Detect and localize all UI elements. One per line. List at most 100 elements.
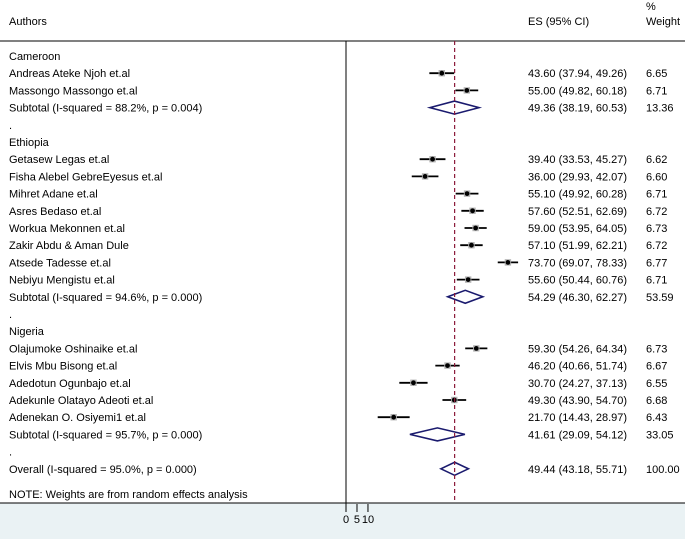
- row-study: Massongo Massongo et.al 55.00 (49.82, 60.…: [9, 85, 667, 97]
- weight-text: 6.73: [646, 343, 667, 355]
- weight-text: 6.71: [646, 275, 667, 287]
- study-label: Elvis Mbu Bisong et.al: [9, 361, 117, 373]
- column-header-weight: Weight: [646, 16, 680, 28]
- study-label: Mihret Adane et.al: [9, 189, 98, 201]
- row-dot: .: [9, 447, 12, 459]
- row-study: Fisha Alebel GebreEyesus et.al 36.00 (29.…: [9, 171, 667, 183]
- effect-size-text: 30.70 (24.27, 37.13): [528, 378, 627, 390]
- study-label: Adenekan O. Osiyemi1 et.al: [9, 412, 146, 424]
- weights-note: NOTE: Weights are from random effects an…: [9, 489, 248, 501]
- weight-text: 6.62: [646, 154, 667, 166]
- effect-size-text: 36.00 (29.93, 42.07): [528, 171, 627, 183]
- study-label: Getasew Legas et.al: [9, 154, 109, 166]
- column-header-authors: Authors: [9, 16, 47, 28]
- row-group: Ethiopia: [9, 137, 50, 149]
- effect-size-text: 49.30 (43.90, 54.70): [528, 395, 627, 407]
- row-study: Adekunle Olatayo Adeoti et.al 49.30 (43.9…: [9, 395, 667, 407]
- point-estimate: [464, 191, 470, 197]
- effect-size-text: 55.60 (50.44, 60.76): [528, 275, 627, 287]
- row-study: Adenekan O. Osiyemi1 et.al 21.70 (14.43, …: [9, 412, 667, 424]
- point-estimate: [411, 380, 416, 386]
- row-study: Getasew Legas et.al 39.40 (33.53, 45.27) 6…: [9, 154, 667, 166]
- effect-size-text: 55.00 (49.82, 60.18): [528, 85, 627, 97]
- effect-size-text: 49.36 (38.19, 60.53): [528, 103, 627, 115]
- study-label: Olajumoke Oshinaike et.al: [9, 343, 137, 355]
- effect-size-text: 46.20 (40.66, 51.74): [528, 361, 627, 373]
- effect-size-text: 39.40 (33.53, 45.27): [528, 154, 627, 166]
- column-header-weight-percent: %: [646, 1, 656, 13]
- subtotal-label: Subtotal (I-squared = 94.6%, p = 0.000): [9, 292, 202, 304]
- weight-text: 13.36: [646, 103, 674, 115]
- row-dot: .: [9, 309, 12, 321]
- column-header-es: ES (95% CI): [528, 16, 589, 28]
- study-label: Andreas Ateke Njoh et.al: [9, 68, 130, 80]
- row-subtotal: Subtotal (I-squared = 88.2%, p = 0.004) 4…: [9, 100, 674, 115]
- effect-size-text: 41.61 (29.09, 54.12): [528, 429, 627, 441]
- point-estimate: [439, 70, 445, 76]
- row-study: Elvis Mbu Bisong et.al 46.20 (40.66, 51.7…: [9, 361, 667, 373]
- point-estimate: [464, 88, 470, 93]
- x-tick-label-0: 0: [343, 514, 349, 526]
- effect-size-text: 49.44 (43.18, 55.71): [528, 464, 627, 476]
- point-estimate: [473, 346, 479, 351]
- subtotal-diamond: [426, 100, 483, 115]
- subtotal-label: Subtotal (I-squared = 88.2%, p = 0.004): [9, 103, 202, 115]
- effect-size-text: 43.60 (37.94, 49.26): [528, 68, 627, 80]
- row-study: Workua Mekonnen et.al 59.00 (53.95, 64.05…: [9, 223, 667, 235]
- row-study: Atsede Tadesse et.al 73.70 (69.07, 78.33)…: [9, 257, 667, 269]
- dot-label: .: [9, 309, 12, 321]
- x-tick-label-2: 10: [362, 514, 374, 526]
- study-label: Zakir Abdu & Aman Dule: [9, 240, 129, 252]
- weight-text: 6.43: [646, 412, 667, 424]
- point-estimate: [422, 174, 428, 179]
- row-study: Zakir Abdu & Aman Dule 57.10 (51.99, 62.2…: [9, 240, 667, 252]
- weight-text: 6.60: [646, 171, 667, 183]
- subtotal-label: Subtotal (I-squared = 95.7%, p = 0.000): [9, 429, 202, 441]
- effect-size-text: 21.70 (14.43, 28.97): [528, 412, 627, 424]
- dot-label: .: [9, 120, 12, 132]
- study-label: Asres Bedaso et.al: [9, 206, 101, 218]
- subtotal-diamond: [445, 289, 486, 305]
- weight-text: 6.71: [646, 85, 667, 97]
- effect-size-text: 59.00 (53.95, 64.05): [528, 223, 627, 235]
- row-group: Cameroon: [9, 51, 60, 63]
- study-label: Adekunle Olatayo Adeoti et.al: [9, 395, 153, 407]
- weight-text: 6.72: [646, 206, 667, 218]
- row-study: Nebiyu Mengistu et.al 55.60 (50.44, 60.76…: [9, 275, 667, 287]
- weight-text: 6.72: [646, 240, 667, 252]
- row-overall: Overall (I-squared = 95.0%, p = 0.000) 49…: [9, 461, 680, 477]
- weight-text: 100.00: [646, 464, 680, 476]
- point-estimate: [505, 260, 511, 265]
- row-study: Asres Bedaso et.al 57.60 (52.51, 62.69) 6.…: [9, 206, 667, 218]
- rows-layer: Cameroon Andreas Ateke Njoh et.al 43.60 (3…: [9, 51, 680, 477]
- row-study: Olajumoke Oshinaike et.al 59.30 (54.26, 6…: [9, 343, 667, 355]
- point-estimate: [445, 363, 450, 368]
- weight-text: 53.59: [646, 292, 674, 304]
- study-label: Atsede Tadesse et.al: [9, 257, 111, 269]
- weight-text: 6.73: [646, 223, 667, 235]
- effect-size-text: 57.60 (52.51, 62.69): [528, 206, 627, 218]
- point-estimate: [469, 242, 474, 248]
- overall-label: Overall (I-squared = 95.0%, p = 0.000): [9, 464, 197, 476]
- subtotal-diamond: [409, 427, 466, 442]
- study-label: Nebiyu Mengistu et.al: [9, 275, 115, 287]
- point-estimate: [391, 414, 397, 420]
- point-estimate: [430, 156, 435, 162]
- study-label: Adedotun Ogunbajo et.al: [9, 378, 131, 390]
- weight-text: 6.68: [646, 395, 667, 407]
- group-label: Cameroon: [9, 51, 60, 63]
- study-label: Fisha Alebel GebreEyesus et.al: [9, 171, 162, 183]
- effect-size-text: 73.70 (69.07, 78.33): [528, 257, 627, 269]
- row-group: Nigeria: [9, 326, 45, 338]
- effect-size-text: 57.10 (51.99, 62.21): [528, 240, 627, 252]
- row-study: Andreas Ateke Njoh et.al 43.60 (37.94, 49…: [9, 68, 667, 80]
- weight-text: 6.71: [646, 189, 667, 201]
- dot-label: .: [9, 447, 12, 459]
- x-tick-label-1: 5: [354, 514, 360, 526]
- weight-text: 6.77: [646, 257, 667, 269]
- row-subtotal: Subtotal (I-squared = 94.6%, p = 0.000) 5…: [9, 289, 674, 305]
- study-label: Massongo Massongo et.al: [9, 85, 137, 97]
- group-label: Nigeria: [9, 326, 45, 338]
- overall-diamond: [438, 461, 471, 477]
